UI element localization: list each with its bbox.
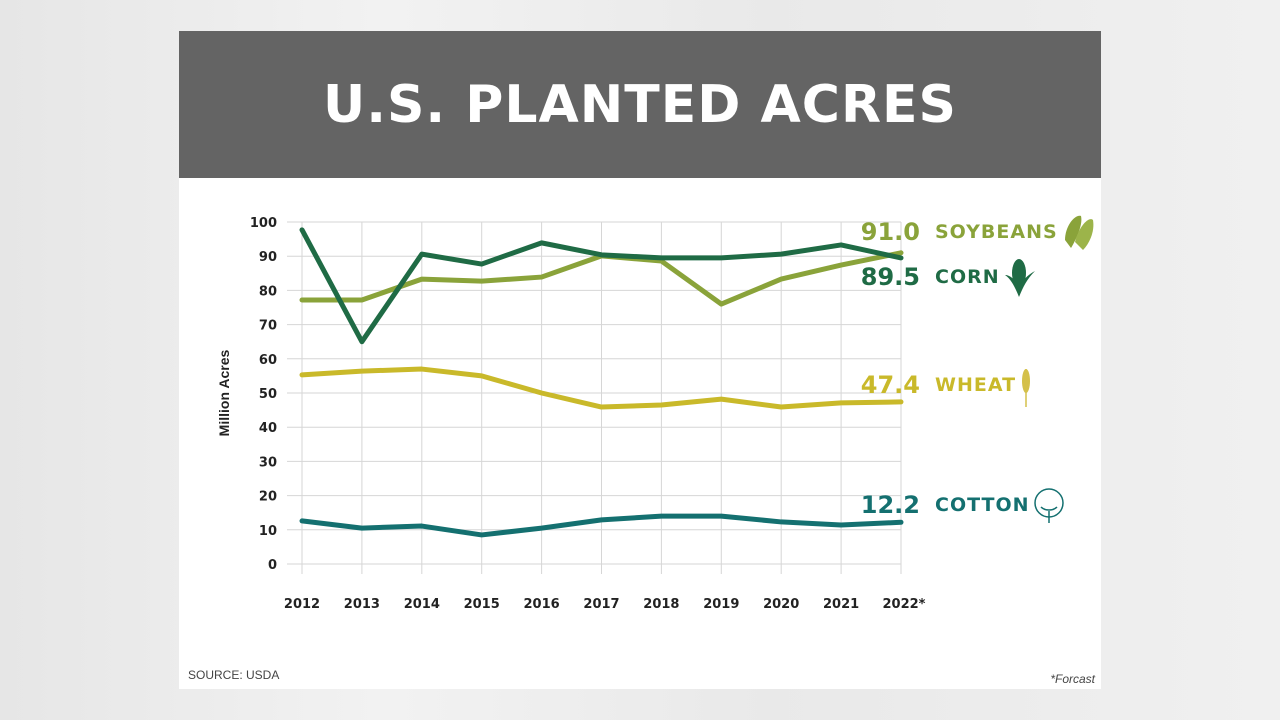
series-value-label: 89.5 bbox=[861, 263, 920, 291]
wheat-stalk-icon bbox=[1022, 369, 1030, 407]
series-value-label: 12.2 bbox=[861, 491, 920, 519]
y-tick-label: 100 bbox=[250, 216, 277, 231]
y-tick-label: 90 bbox=[259, 250, 277, 265]
series-name-label: WHEAT bbox=[935, 374, 1016, 396]
soybean-pod-icon bbox=[1065, 215, 1094, 250]
x-tick-label: 2020 bbox=[763, 597, 799, 612]
x-tick-label: 2013 bbox=[344, 597, 380, 612]
x-tick-label: 2021 bbox=[823, 597, 859, 612]
chart-header: U.S. PLANTED ACRES bbox=[179, 31, 1101, 178]
series-name-label: COTTON bbox=[935, 494, 1030, 516]
corn-cob-icon bbox=[1005, 259, 1035, 297]
y-tick-label: 50 bbox=[259, 387, 277, 402]
x-tick-label: 2012 bbox=[284, 597, 320, 612]
series-value-label: 47.4 bbox=[861, 371, 920, 399]
cotton-boll-icon bbox=[1034, 488, 1064, 523]
line-chart: 0 10 20 30 40 50 60 70 80 90 100 2012 2013 2014 2015 20… bbox=[216, 215, 1094, 612]
y-tick-label: 70 bbox=[259, 319, 277, 334]
forecast-footnote: *Forcast bbox=[1050, 672, 1095, 686]
chart-card: U.S. PLANTED ACRES 0 10 20 30 40 50 60 70 80 90 10… bbox=[179, 31, 1101, 689]
y-tick-label: 80 bbox=[259, 284, 277, 299]
chart-title: U.S. PLANTED ACRES bbox=[323, 74, 957, 135]
x-tick-label: 2016 bbox=[524, 597, 560, 612]
x-tick-label: 2019 bbox=[703, 597, 739, 612]
x-tick-label: 2014 bbox=[404, 597, 440, 612]
y-axis-label: Million Acres bbox=[216, 349, 232, 436]
series-value-label: 91.0 bbox=[861, 218, 920, 246]
y-tick-label: 10 bbox=[259, 524, 277, 539]
series-name-label: SOYBEANS bbox=[935, 221, 1058, 243]
y-tick-label: 0 bbox=[268, 558, 277, 573]
y-tick-label: 30 bbox=[259, 455, 277, 470]
x-tick-label: 2015 bbox=[464, 597, 500, 612]
x-tick-label: 2018 bbox=[643, 597, 679, 612]
series-name-label: CORN bbox=[935, 266, 1000, 288]
y-tick-label: 60 bbox=[259, 353, 277, 368]
y-tick-label: 20 bbox=[259, 490, 277, 505]
y-tick-label: 40 bbox=[259, 421, 277, 436]
x-tick-label: 2022* bbox=[883, 597, 926, 612]
x-tick-label: 2017 bbox=[583, 597, 619, 612]
source-note: SOURCE: USDA bbox=[188, 668, 280, 682]
